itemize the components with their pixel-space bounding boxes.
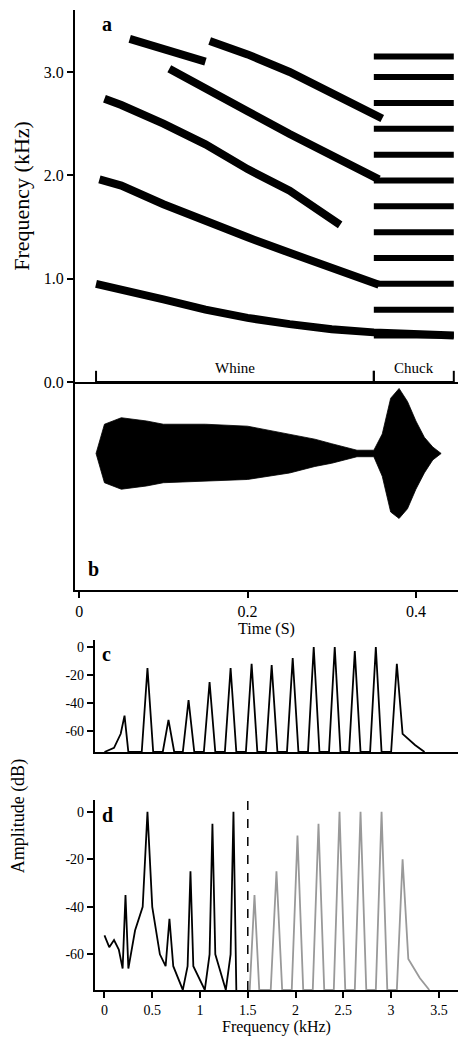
svg-text:Whine: Whine xyxy=(215,360,255,376)
svg-text:1.0: 1.0 xyxy=(44,270,64,287)
svg-text:0.2: 0.2 xyxy=(238,603,258,620)
svg-text:2.0: 2.0 xyxy=(44,167,64,184)
svg-text:0: 0 xyxy=(77,805,84,820)
svg-text:3.5: 3.5 xyxy=(430,1003,448,1018)
svg-text:d: d xyxy=(102,804,113,826)
svg-text:0.0: 0.0 xyxy=(44,374,64,391)
svg-text:Frequency (kHz): Frequency (kHz) xyxy=(222,1018,331,1036)
svg-text:3.0: 3.0 xyxy=(44,64,64,81)
svg-text:Chuck: Chuck xyxy=(394,360,434,376)
svg-text:0: 0 xyxy=(101,1003,108,1018)
svg-text:0.5: 0.5 xyxy=(143,1003,161,1018)
svg-text:0: 0 xyxy=(75,603,83,620)
svg-text:2: 2 xyxy=(292,1003,299,1018)
svg-text:a: a xyxy=(102,13,112,35)
svg-text:-60: -60 xyxy=(65,947,84,962)
svg-text:Amplitude (dB): Amplitude (dB) xyxy=(8,759,29,874)
svg-text:b: b xyxy=(88,558,99,580)
svg-text:-20: -20 xyxy=(65,852,84,867)
svg-text:-20: -20 xyxy=(65,668,84,683)
svg-text:-60: -60 xyxy=(65,724,84,739)
svg-text:0.4: 0.4 xyxy=(406,603,426,620)
svg-text:1: 1 xyxy=(197,1003,204,1018)
svg-text:1.5: 1.5 xyxy=(239,1003,257,1018)
svg-text:Time (S): Time (S) xyxy=(238,620,295,638)
svg-text:Frequency (kHz): Frequency (kHz) xyxy=(9,121,34,271)
svg-text:2.5: 2.5 xyxy=(335,1003,353,1018)
svg-text:3: 3 xyxy=(388,1003,395,1018)
svg-text:0: 0 xyxy=(77,640,84,655)
svg-text:-40: -40 xyxy=(65,696,84,711)
svg-text:c: c xyxy=(102,643,111,665)
svg-text:-40: -40 xyxy=(65,900,84,915)
